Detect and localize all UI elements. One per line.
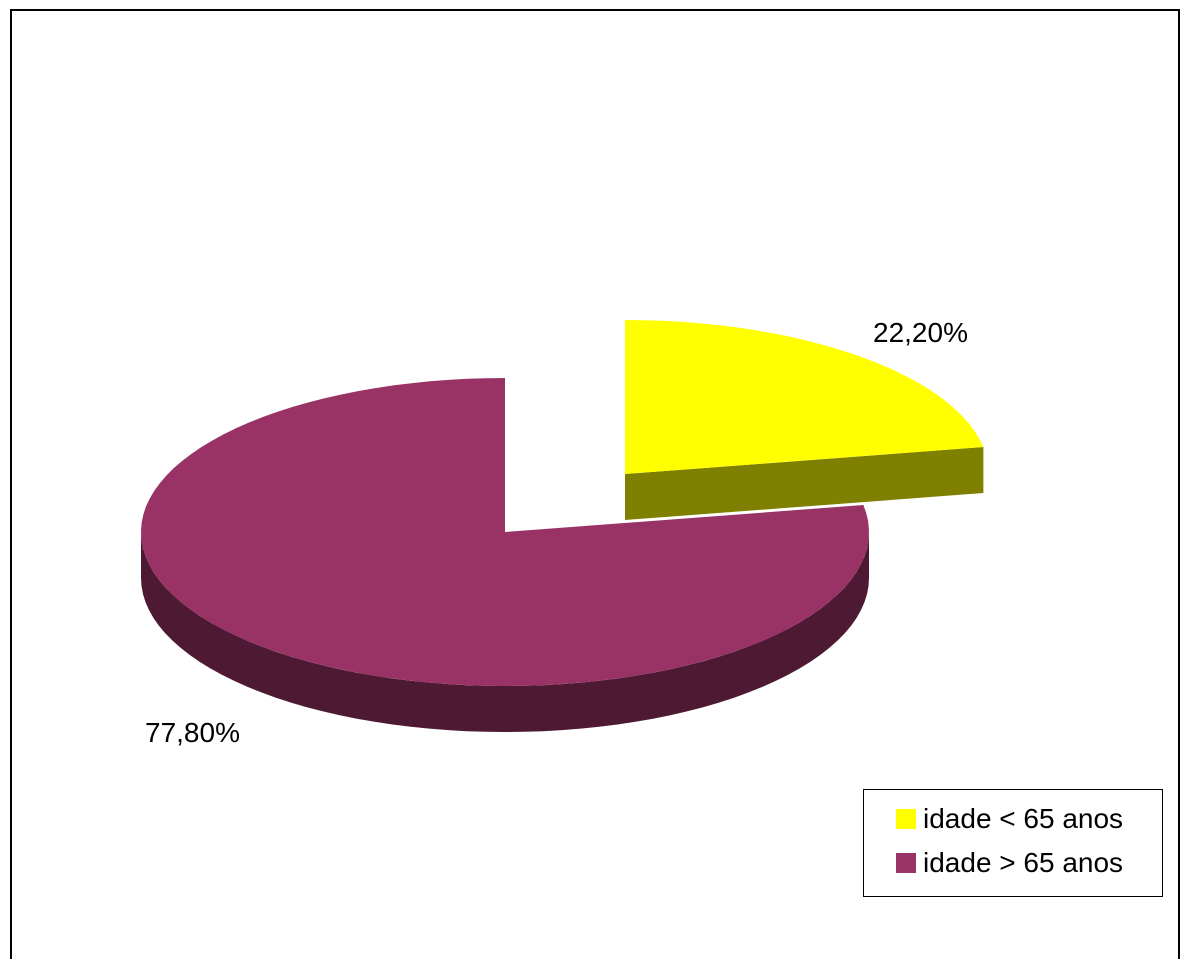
legend-item-over-65: idade > 65 anos: [896, 847, 1123, 879]
legend: idade < 65 anos idade > 65 anos: [863, 789, 1163, 897]
slice-cut-under-65: [625, 447, 984, 520]
data-label-over-65: 77,80%: [145, 717, 240, 748]
legend-label-under-65: idade < 65 anos: [923, 803, 1124, 834]
slice-side-over-65: [141, 532, 869, 732]
slice-under-65: [625, 320, 984, 474]
data-label-under-65: 22,20%: [873, 317, 968, 348]
legend-swatch-under-65: [896, 809, 916, 829]
legend-label-over-65: idade > 65 anos: [923, 847, 1124, 878]
pie-slices: [141, 320, 984, 732]
slice-over-65: [141, 378, 869, 686]
legend-swatch-over-65: [896, 853, 916, 873]
legend-item-under-65: idade < 65 anos: [896, 803, 1123, 835]
